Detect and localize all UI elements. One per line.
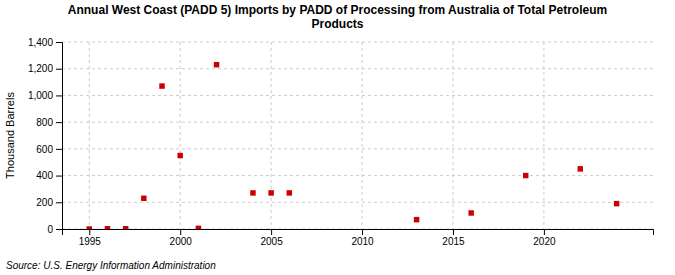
x-tick-mark — [271, 229, 272, 235]
point — [614, 201, 619, 206]
point — [141, 196, 146, 201]
y-tick-label: 600 — [36, 144, 53, 155]
y-tick-label: 0 — [47, 224, 53, 235]
y-tick-mark — [56, 202, 62, 203]
y-tick: 1,200 — [28, 63, 62, 74]
y-tick-label: 1,400 — [28, 37, 53, 48]
point — [578, 166, 583, 171]
x-axis: 1995 2000 2005 2010 2015 2020 — [63, 229, 654, 247]
source-note: Source: U.S. Energy Information Administ… — [6, 260, 216, 271]
y-tick-mark — [56, 229, 62, 230]
grid — [62, 42, 653, 229]
y-grid-line — [62, 95, 653, 96]
point — [87, 226, 92, 229]
y-grid-line — [62, 68, 653, 69]
y-grid-line — [62, 148, 653, 149]
point — [468, 210, 473, 215]
points — [87, 62, 620, 229]
x-tick-mark — [89, 229, 90, 235]
y-tick-mark — [56, 95, 62, 96]
y-tick: 1,000 — [28, 90, 62, 101]
x-tick-mark — [544, 229, 545, 235]
y-tick-mark — [56, 176, 62, 177]
x-tick: 2010 — [351, 229, 374, 247]
y-tick-mark — [56, 122, 62, 123]
y-axis-title: Thousand Barrels — [4, 92, 16, 179]
y-tick-label: 1,000 — [28, 90, 53, 101]
point — [105, 226, 110, 229]
y-tick: 1,400 — [28, 37, 62, 48]
y-tick: 800 — [36, 117, 62, 128]
y-grid-line — [62, 42, 653, 43]
title: Annual West Coast (PADD 5) Imports by PA… — [68, 3, 607, 31]
y-axis-line — [56, 43, 63, 230]
x-tick-label: 2020 — [533, 236, 556, 247]
point — [196, 226, 201, 229]
x-tick-label: 2010 — [351, 236, 374, 247]
x-grid-line — [452, 42, 453, 229]
point — [250, 190, 255, 195]
y-tick-mark — [56, 149, 62, 150]
title-line: Products — [311, 17, 363, 31]
y-tick: 0 — [47, 224, 62, 235]
y-axis: 0 200 400 600 800 1,000 1,200 1,400 — [28, 37, 63, 235]
point — [214, 62, 219, 67]
y-tick: 200 — [36, 197, 62, 208]
y-tick-mark — [56, 69, 62, 70]
point — [268, 190, 273, 195]
point — [523, 173, 528, 178]
x-tick-label: 2005 — [260, 236, 283, 247]
x-grid-line — [543, 42, 544, 229]
point — [287, 190, 292, 195]
point — [177, 153, 182, 158]
x-tick: 1995 — [79, 229, 102, 247]
x-tick: 2015 — [442, 229, 465, 247]
x-grid-line — [180, 42, 181, 229]
x-grid-line — [362, 42, 363, 229]
point — [159, 83, 164, 88]
x-tick-mark — [180, 229, 181, 235]
y-tick-label: 400 — [36, 170, 53, 181]
chart: 1995 2000 2005 2010 2015 2020 0 200 400 600 800 1,0… — [0, 0, 675, 275]
x-grid-line — [271, 42, 272, 229]
y-grid-line — [62, 202, 653, 203]
x-tick: 2005 — [260, 229, 283, 247]
y-tick-mark — [56, 42, 62, 43]
y-grid-line — [62, 122, 653, 123]
x-axis-line — [63, 230, 654, 236]
x-tick-label: 2000 — [170, 236, 193, 247]
x-tick-mark — [453, 229, 454, 235]
y-tick-label: 800 — [36, 117, 53, 128]
y-tick-label: 1,200 — [28, 63, 53, 74]
y-tick-label: 200 — [36, 197, 53, 208]
plot-area: 1995 2000 2005 2010 2015 2020 0 200 400 600 800 1,0… — [28, 37, 654, 247]
y-grid-line — [62, 175, 653, 176]
x-tick-label: 1995 — [79, 236, 102, 247]
point — [123, 226, 128, 229]
title-line: Annual West Coast (PADD 5) Imports by PA… — [68, 3, 607, 17]
x-tick-mark — [362, 229, 363, 235]
y-tick: 400 — [36, 170, 62, 181]
x-grid-line — [89, 42, 90, 229]
x-tick: 2000 — [170, 229, 193, 247]
x-tick-label: 2015 — [442, 236, 465, 247]
x-tick: 2020 — [533, 229, 556, 247]
y-tick: 600 — [36, 144, 62, 155]
point — [414, 217, 419, 222]
